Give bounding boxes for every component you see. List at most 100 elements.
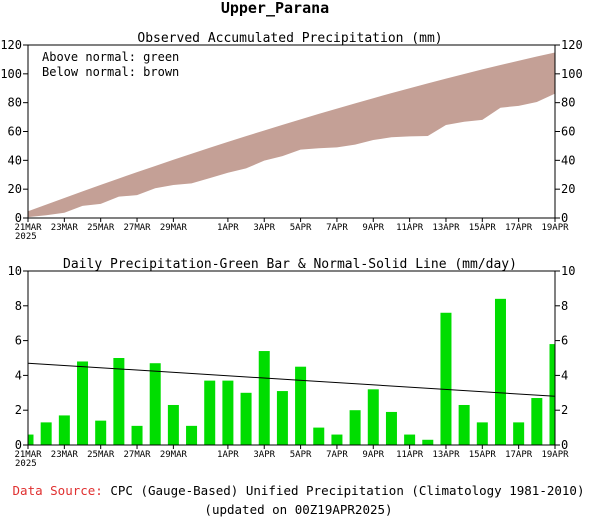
page-title: Upper_Parana [221,0,329,17]
daily-precip-bar [186,425,198,445]
top-xtick-label: 5APR [290,223,312,233]
bottom-chart-title: Daily Precipitation-Green Bar & Normal-S… [63,257,517,272]
top-xtick-label: 29MAR [160,223,188,233]
bottom-plot: 0 0 2 2 4 4 6 6 8 8 10 10 21MAR 23MAR 25MAR 27MAR 29MAR 1… [8,264,576,469]
normal-line [27,362,556,397]
daily-precip-bar [531,398,543,445]
top-ytick-label-left: 60 [8,125,22,139]
top-ytick-label-right: 20 [561,182,575,196]
daily-precip-bar [331,434,343,445]
top-ytick-label-left: 0 [15,211,22,225]
daily-precip-bar [167,404,179,445]
daily-precip-bar [222,380,234,445]
bottom-xtick-label: 29MAR [160,450,188,460]
daily-precip-bar [258,351,270,445]
top-ytick-label-left: 100 [0,67,22,81]
top-xtick-label: 15APR [469,223,497,233]
daily-precip-bar [149,363,161,445]
bottom-ytick-label-left: 2 [15,403,22,417]
daily-precip-bar [385,411,397,445]
daily-precip-bar [404,434,416,445]
top-ytick-label-left: 120 [0,38,22,52]
bottom-xtick-label: 11APR [396,450,424,460]
bottom-ytick-label-right: 0 [561,438,568,452]
bottom-xtick-label: 1APR [217,450,239,460]
bottom-ytick-label-right: 10 [561,264,575,278]
bottom-xtick-label: 13APR [432,450,460,460]
bottom-xtick-label: 5APR [290,450,312,460]
bottom-xtick-label: 3APR [253,450,275,460]
top-xtick-label: 19APR [541,223,569,233]
top-xtick-label: 9APR [362,223,384,233]
bottom-year-label: 2025 [15,459,37,469]
top-xtick-label: 17APR [505,223,533,233]
daily-precip-bar [113,358,125,445]
top-xtick-label: 11APR [396,223,424,233]
daily-precip-bar [367,389,379,445]
daily-precip-bar [349,410,361,445]
bottom-xtick-label: 17APR [505,450,533,460]
top-plot: 0 0 20 20 40 40 60 60 80 80 100 100 120 120 21MAR 23MAR… [0,38,582,242]
bottom-ytick-label-right: 4 [561,368,568,382]
bottom-ytick-label-right: 6 [561,334,568,348]
daily-precip-bar [549,344,555,445]
top-ytick-label-right: 60 [561,125,575,139]
bottom-xtick-label: 7APR [326,450,348,460]
daily-precip-bar [95,420,107,445]
bottom-xtick-label: 9APR [362,450,384,460]
top-ytick-label-left: 80 [8,96,22,110]
data-source-text: CPC (Gauge-Based) Unified Precipitation … [110,483,585,498]
bottom-ytick-label-left: 8 [15,299,22,313]
legend-text-below: Below normal: brown [42,65,179,79]
top-xtick-label: 1APR [217,223,239,233]
data-source-label: Data Source: [12,483,103,498]
daily-precip-bar [494,298,506,445]
daily-precip-bar [131,425,143,445]
top-xtick-label: 25MAR [87,223,115,233]
bottom-ytick-label-left: 0 [15,438,22,452]
top-xtick-label: 21MAR [14,223,42,233]
top-xtick-label: 23MAR [51,223,79,233]
bottom-xtick-label: 19APR [541,450,569,460]
top-xtick-label: 7APR [326,223,348,233]
below-normal-band [28,52,555,218]
top-ytick-label-right: 120 [561,38,583,52]
bottom-xtick-label: 25MAR [87,450,115,460]
updated-line: (updated on 00Z19APR2025) [204,502,393,517]
top-xtick-label: 27MAR [123,223,151,233]
daily-precip-bar [295,366,307,445]
daily-precip-bar [204,380,216,445]
top-ytick-label-left: 40 [8,153,22,167]
daily-precip-bar [28,434,34,445]
daily-precip-bar [476,422,488,445]
bottom-xtick-label: 15APR [469,450,497,460]
top-xtick-label: 13APR [432,223,460,233]
bottom-ytick-label-right: 2 [561,403,568,417]
bottom-xtick-label: 23MAR [51,450,79,460]
top-ytick-label-right: 100 [561,67,583,81]
bottom-ytick-label-left: 6 [15,334,22,348]
bottom-xtick-label: 21MAR [14,450,42,460]
daily-precip-bar [40,422,52,445]
legend-text-above: Above normal: green [42,50,179,64]
top-ytick-label-right: 0 [561,211,568,225]
bottom-ytick-label-left: 4 [15,368,22,382]
daily-precip-bar [58,415,70,445]
daily-precip-bar [240,392,252,445]
daily-precip-bar [77,361,89,445]
top-ytick-label-left: 20 [8,182,22,196]
daily-precip-bar [422,439,434,445]
bottom-ytick-label-left: 10 [8,264,22,278]
top-ytick-label-right: 40 [561,153,575,167]
daily-precip-bar [313,427,325,445]
daily-precip-bar [458,404,470,445]
data-source-line: Data Source: CPC (Gauge-Based) Unified P… [0,483,597,498]
bottom-xtick-label: 27MAR [123,450,151,460]
top-chart-title: Observed Accumulated Precipitation (mm) [137,31,442,46]
bottom-plot-frame [27,270,556,446]
daily-precip-bar [276,391,288,445]
top-xtick-label: 3APR [253,223,275,233]
top-year-label: 2025 [15,232,37,242]
top-ytick-label-right: 80 [561,96,575,110]
